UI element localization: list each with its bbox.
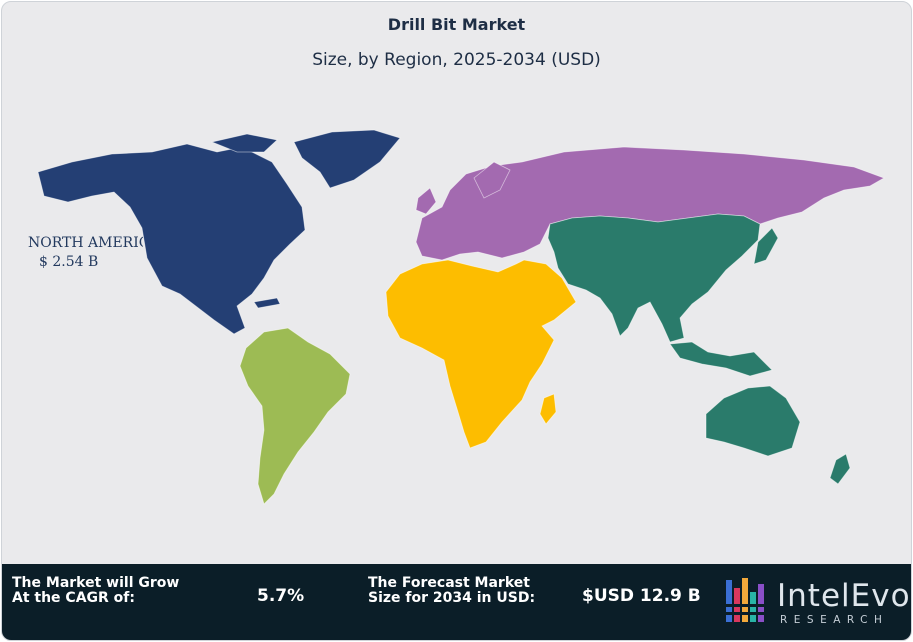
logo-tagline: RESEARCH	[780, 614, 889, 626]
logo-mark-icon	[726, 578, 764, 622]
cagr-value: 5.7%	[257, 586, 305, 606]
callout-region-value: $ 2.54 B	[39, 254, 99, 270]
north-america-mainland[interactable]	[37, 143, 306, 335]
region-asia-pacific[interactable]	[547, 213, 851, 485]
cagr-label-line2: At the CAGR of:	[12, 590, 135, 606]
indonesia-philippines[interactable]	[669, 341, 773, 377]
new-zealand[interactable]	[829, 453, 851, 485]
greenland[interactable]	[293, 129, 401, 189]
uk-ireland[interactable]	[415, 187, 437, 215]
forecast-value: $USD 12.9 B	[582, 586, 701, 606]
region-europe-russia[interactable]	[415, 146, 885, 261]
region-south-america[interactable]	[239, 327, 351, 505]
south-america-mainland[interactable]	[239, 327, 351, 505]
australia[interactable]	[705, 385, 801, 457]
logo-brand: IntelEvo	[777, 578, 911, 614]
callout-region-name: NORTH AMERICA	[28, 235, 143, 251]
arctic-islands[interactable]	[210, 133, 278, 153]
world-map	[37, 129, 885, 505]
cagr-label: The Market will Grow At the CAGR of:	[12, 576, 179, 606]
region-africa-middle-east[interactable]	[385, 259, 577, 449]
forecast-label-line1: The Forecast Market	[368, 575, 530, 591]
japan[interactable]	[753, 227, 779, 265]
cagr-label-line1: The Market will Grow	[12, 575, 180, 591]
asia-mainland[interactable]	[547, 213, 761, 343]
map-subtitle: Size, by Region, 2025-2034 (USD)	[312, 50, 601, 70]
caribbean[interactable]	[253, 297, 281, 309]
scandinavia[interactable]	[473, 161, 511, 199]
map-title: Drill Bit Market	[387, 15, 526, 34]
africa-middle-east-mainland[interactable]	[385, 259, 577, 449]
region-north-america[interactable]	[37, 129, 401, 335]
madagascar[interactable]	[539, 393, 557, 425]
forecast-label: The Forecast Market Size for 2034 in USD…	[368, 576, 535, 606]
summary-footer: The Market will Grow At the CAGR of: 5.7…	[2, 564, 911, 640]
forecast-label-line2: Size for 2034 in USD:	[368, 590, 536, 606]
europe-russia-mainland[interactable]	[415, 146, 885, 261]
